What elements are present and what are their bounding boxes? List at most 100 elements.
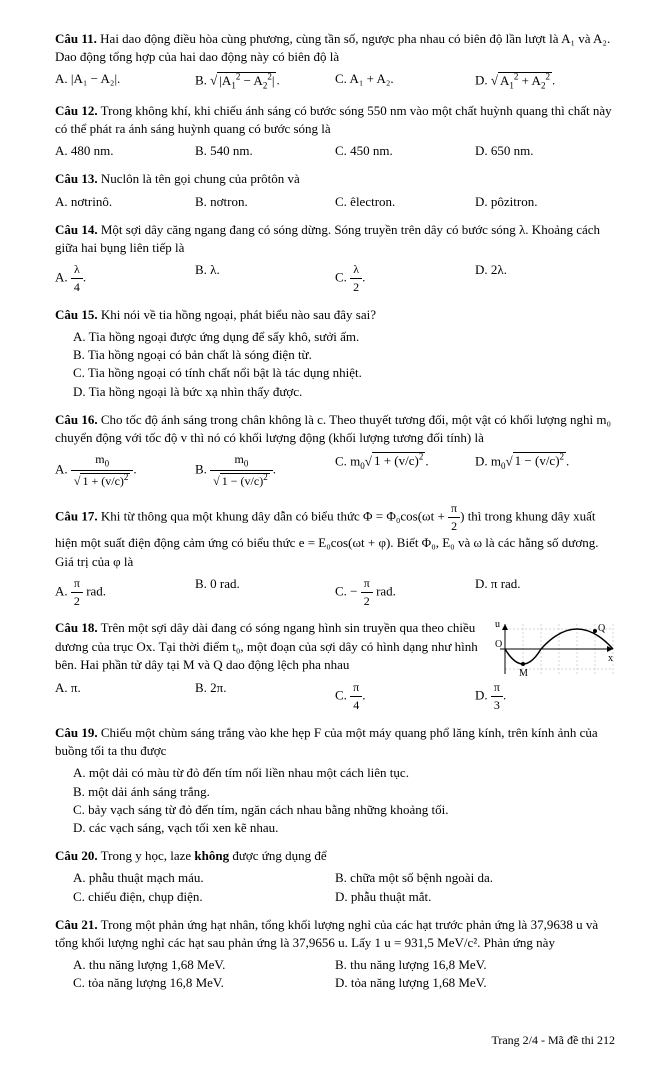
choice-c: C. − π2 rad.	[335, 575, 475, 610]
choice-b: B. một dải ánh sáng trắng.	[55, 783, 615, 801]
choice-b: B. Tia hồng ngoại có bản chất là sóng đi…	[55, 346, 615, 364]
choice-c: C. êlectron.	[335, 193, 475, 211]
choice-d: D. m0√1 − (v/c)2.	[475, 451, 615, 490]
choice-c: C. Tia hồng ngoại có tính chất nổi bật l…	[55, 364, 615, 382]
label-x: x	[608, 653, 613, 664]
question-body: Khi nói về tia hồng ngoại, phát biểu nào…	[101, 307, 376, 322]
question-label: Câu 12.	[55, 103, 98, 118]
choice-c: C. chiếu điện, chụp điện.	[55, 888, 335, 906]
wave-graph: u x O M Q	[495, 619, 615, 679]
question-text: Câu 13. Nuclôn là tên gọi chung của prôt…	[55, 170, 615, 188]
choices: A. phẫu thuật mạch máu. B. chữa một số b…	[55, 869, 615, 905]
choice-a: A. π2 rad.	[55, 575, 195, 610]
choice-d: D. Tia hồng ngoại là bức xạ nhìn thấy đư…	[55, 383, 615, 401]
question-label: Câu 19.	[55, 725, 98, 740]
choice-b: B. 540 nm.	[195, 142, 335, 160]
choice-a: A. Tia hồng ngoại được ứng dụng để sấy k…	[55, 328, 615, 346]
choice-a: A. một dải có màu từ đỏ đến tím nối liền…	[55, 764, 615, 782]
page-footer: Trang 2/4 - Mã đề thi 212	[55, 1032, 615, 1049]
label-M: M	[519, 668, 528, 679]
question-label: Câu 18.	[55, 620, 98, 635]
choice-c: C. A₁ + A₂.	[335, 70, 475, 92]
question-text: Câu 21. Trong một phản ứng hạt nhân, tổn…	[55, 916, 615, 952]
choice-d: D. các vạch sáng, vạch tối xen kẽ nhau.	[55, 819, 615, 837]
choice-a: A. phẫu thuật mạch máu.	[55, 869, 335, 887]
question-15: Câu 15. Khi nói về tia hồng ngoại, phát …	[55, 306, 615, 401]
choice-d: D. tỏa năng lượng 1,68 MeV.	[335, 974, 615, 992]
choice-d: D. √A12 + A22.	[475, 70, 615, 92]
choices: A. π2 rad. B. 0 rad. C. − π2 rad. D. π r…	[55, 575, 615, 610]
choices: A. λ4. B. λ. C. λ2. D. 2λ.	[55, 261, 615, 296]
choice-a: A. 480 nm.	[55, 142, 195, 160]
choice-b: B. 0 rad.	[195, 575, 335, 610]
question-body: Cho tốc độ ánh sáng trong chân không là …	[55, 412, 611, 445]
choice-a: A. nơtrinô.	[55, 193, 195, 211]
question-14: Câu 14. Một sợi dây căng ngang đang có s…	[55, 221, 615, 296]
question-label: Câu 15.	[55, 307, 98, 322]
choices: A. thu năng lượng 1,68 MeV. B. thu năng …	[55, 956, 615, 992]
question-13: Câu 13. Nuclôn là tên gọi chung của prôt…	[55, 170, 615, 210]
question-body-bold: không	[194, 848, 229, 863]
choice-c: C. bảy vạch sáng từ đỏ đến tím, ngăn các…	[55, 801, 615, 819]
question-18: u x O M Q Câu 18. Trên một sợi dây dài đ…	[55, 619, 615, 714]
choice-b: B. 2π.	[195, 679, 335, 714]
choice-a: A. |A₁ − A₂|.	[55, 70, 195, 92]
question-body-pre: Trong y học, laze	[101, 848, 195, 863]
label-Q: Q	[598, 623, 606, 634]
question-label: Câu 17.	[55, 508, 98, 523]
label-O: O	[495, 639, 502, 650]
question-text: Câu 19. Chiếu một chùm sáng trắng vào kh…	[55, 724, 615, 760]
question-label: Câu 14.	[55, 222, 98, 237]
choices: A. 480 nm. B. 540 nm. C. 450 nm. D. 650 …	[55, 142, 615, 160]
question-text: Câu 20. Trong y học, laze không được ứng…	[55, 847, 615, 865]
choice-c: C. tỏa năng lượng 16,8 MeV.	[55, 974, 335, 992]
choice-a: A. λ4.	[55, 261, 195, 296]
choice-a: A. π.	[55, 679, 195, 714]
choice-a: A. m0√1 + (v/c)2.	[55, 451, 195, 490]
choice-c: C. π4.	[335, 679, 475, 714]
question-21: Câu 21. Trong một phản ứng hạt nhân, tổn…	[55, 916, 615, 993]
choice-b: B. m0√1 − (v/c)2.	[195, 451, 335, 490]
question-label: Câu 21.	[55, 917, 98, 932]
choice-b: B. thu năng lượng 16,8 MeV.	[335, 956, 615, 974]
question-text: Câu 11. Hai dao động điều hòa cùng phươn…	[55, 30, 615, 66]
question-text: Câu 12. Trong không khí, khi chiếu ánh s…	[55, 102, 615, 138]
choice-b: B. nơtron.	[195, 193, 335, 211]
choice-d: D. 650 nm.	[475, 142, 615, 160]
question-17: Câu 17. Khi từ thông qua một khung dây d…	[55, 500, 615, 610]
question-body: Trên một sợi dây dài đang có sóng ngang …	[55, 620, 478, 671]
choices: A. π. B. 2π. C. π4. D. π3.	[55, 679, 615, 714]
question-text: Câu 15. Khi nói về tia hồng ngoại, phát …	[55, 306, 615, 324]
choice-b: B. λ.	[195, 261, 335, 296]
choice-b: B. √|A12 − A22|.	[195, 70, 335, 92]
choices: A. nơtrinô. B. nơtron. C. êlectron. D. p…	[55, 193, 615, 211]
question-body: Trong một phản ứng hạt nhân, tổng khối l…	[55, 917, 598, 950]
choice-b: B. chữa một số bệnh ngoài da.	[335, 869, 615, 887]
question-16: Câu 16. Cho tốc độ ánh sáng trong chân k…	[55, 411, 615, 490]
question-text: Câu 14. Một sợi dây căng ngang đang có s…	[55, 221, 615, 257]
question-11: Câu 11. Hai dao động điều hòa cùng phươn…	[55, 30, 615, 92]
question-20: Câu 20. Trong y học, laze không được ứng…	[55, 847, 615, 906]
question-label: Câu 16.	[55, 412, 98, 427]
choice-c: C. m0√1 + (v/c)2.	[335, 451, 475, 490]
question-body: Hai dao động điều hòa cùng phương, cùng …	[55, 31, 610, 64]
choices: A. |A₁ − A₂|. B. √|A12 − A22|. C. A₁ + A…	[55, 70, 615, 92]
label-u: u	[495, 619, 500, 630]
question-label: Câu 11.	[55, 31, 97, 46]
question-text: Câu 17. Khi từ thông qua một khung dây d…	[55, 500, 615, 571]
choice-d: D. π rad.	[475, 575, 615, 610]
choice-d: D. π3.	[475, 679, 615, 714]
question-body: Trong không khí, khi chiếu ánh sáng có b…	[55, 103, 612, 136]
choice-a: A. thu năng lượng 1,68 MeV.	[55, 956, 335, 974]
question-body: Chiếu một chùm sáng trắng vào khe hẹp F …	[55, 725, 598, 758]
question-label: Câu 20.	[55, 848, 98, 863]
choice-c: C. λ2.	[335, 261, 475, 296]
question-text: Câu 16. Cho tốc độ ánh sáng trong chân k…	[55, 411, 615, 447]
choice-d: D. pôzitron.	[475, 193, 615, 211]
choice-d: D. 2λ.	[475, 261, 615, 296]
question-19: Câu 19. Chiếu một chùm sáng trắng vào kh…	[55, 724, 615, 837]
choices: A. m0√1 + (v/c)2. B. m0√1 − (v/c)2. C. m…	[55, 451, 615, 490]
question-body: Một sợi dây căng ngang đang có sóng dừng…	[55, 222, 600, 255]
choice-c: C. 450 nm.	[335, 142, 475, 160]
question-body-1: Khi từ thông qua một khung dây dẫn có bi…	[101, 508, 448, 523]
